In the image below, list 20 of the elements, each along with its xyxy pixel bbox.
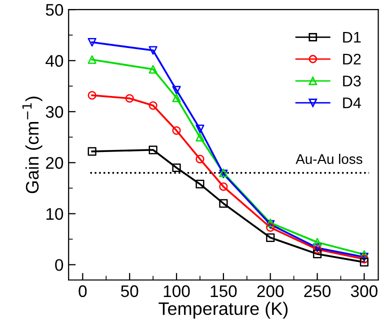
y-axis-title: Gain (cm$^{−1}$)	[22, 96, 42, 194]
legend-label: D1	[343, 32, 361, 43]
legend-label: D2	[343, 54, 361, 64]
x-axis-title: Temperature (K)	[158, 302, 288, 319]
x-tick-label: 0	[78, 285, 87, 298]
legend-label: D4	[343, 98, 361, 108]
legend-label: D3	[343, 76, 361, 86]
ref-line-label: Au-Au loss	[296, 154, 362, 164]
y-tick-label: 0	[55, 259, 64, 271]
x-tick-label: 50	[120, 285, 138, 298]
y-tick-label: 10	[46, 208, 64, 220]
x-tick-label: 250	[304, 285, 331, 298]
x-tick-label: 300	[350, 285, 378, 298]
y-tick-label: 40	[46, 55, 64, 67]
x-tick-label: 200	[257, 285, 284, 298]
y-tick-label: 30	[46, 106, 64, 118]
y-tick-label: 50	[46, 4, 64, 16]
x-tick-label: 150	[210, 285, 237, 298]
y-tick-label: 20	[46, 157, 64, 169]
x-tick-label: 100	[164, 285, 190, 298]
